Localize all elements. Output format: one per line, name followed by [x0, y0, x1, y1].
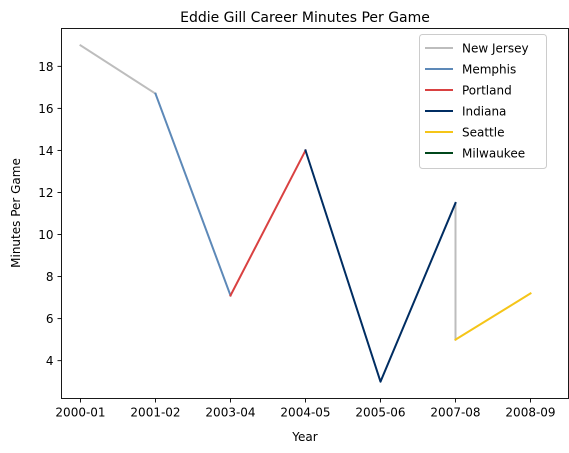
series-line-new-jersey [79, 43, 157, 96]
x-axis-ticks: 2000-01 2001-02 2003-04 2004-05 2005-06 2007-… [55, 398, 556, 420]
x-tick-label: 2003-04 [205, 406, 255, 420]
y-tick-label: 16 [38, 102, 53, 116]
chart-title: Eddie Gill Career Minutes Per Game [180, 10, 430, 26]
legend-label: Indiana [462, 105, 506, 119]
y-tick-label: 14 [38, 144, 53, 158]
y-tick-label: 4 [46, 354, 54, 368]
legend-label: Milwaukee [462, 147, 525, 161]
legend-label: New Jersey [462, 42, 529, 56]
y-tick-label: 12 [38, 186, 53, 200]
series-line-seattle [454, 292, 532, 342]
series-layer [79, 43, 532, 383]
x-tick-label: 2000-01 [55, 406, 105, 420]
x-tick-label: 2001-02 [130, 406, 180, 420]
y-tick-label: 8 [46, 270, 54, 284]
x-axis-label: Year [291, 430, 317, 444]
series-line-memphis [154, 92, 232, 297]
x-tick-label: 2007-08 [430, 406, 480, 420]
series-line-indiana [304, 149, 457, 383]
y-axis-ticks: 4 6 8 10 12 14 16 18 [38, 60, 62, 368]
legend-label: Memphis [462, 63, 516, 77]
x-tick-label: 2008-09 [505, 406, 555, 420]
legend-label: Portland [462, 84, 512, 98]
x-tick-label: 2004-05 [280, 406, 330, 420]
y-tick-label: 10 [38, 228, 53, 242]
x-tick-label: 2005-06 [355, 406, 405, 420]
y-axis-label: Minutes Per Game [9, 158, 23, 268]
legend-label: Seattle [462, 126, 504, 140]
series-line-portland [229, 149, 307, 297]
y-tick-label: 18 [38, 60, 53, 74]
legend: New Jersey Memphis Portland Indiana Seattle M… [419, 34, 547, 169]
y-tick-label: 6 [46, 312, 54, 326]
